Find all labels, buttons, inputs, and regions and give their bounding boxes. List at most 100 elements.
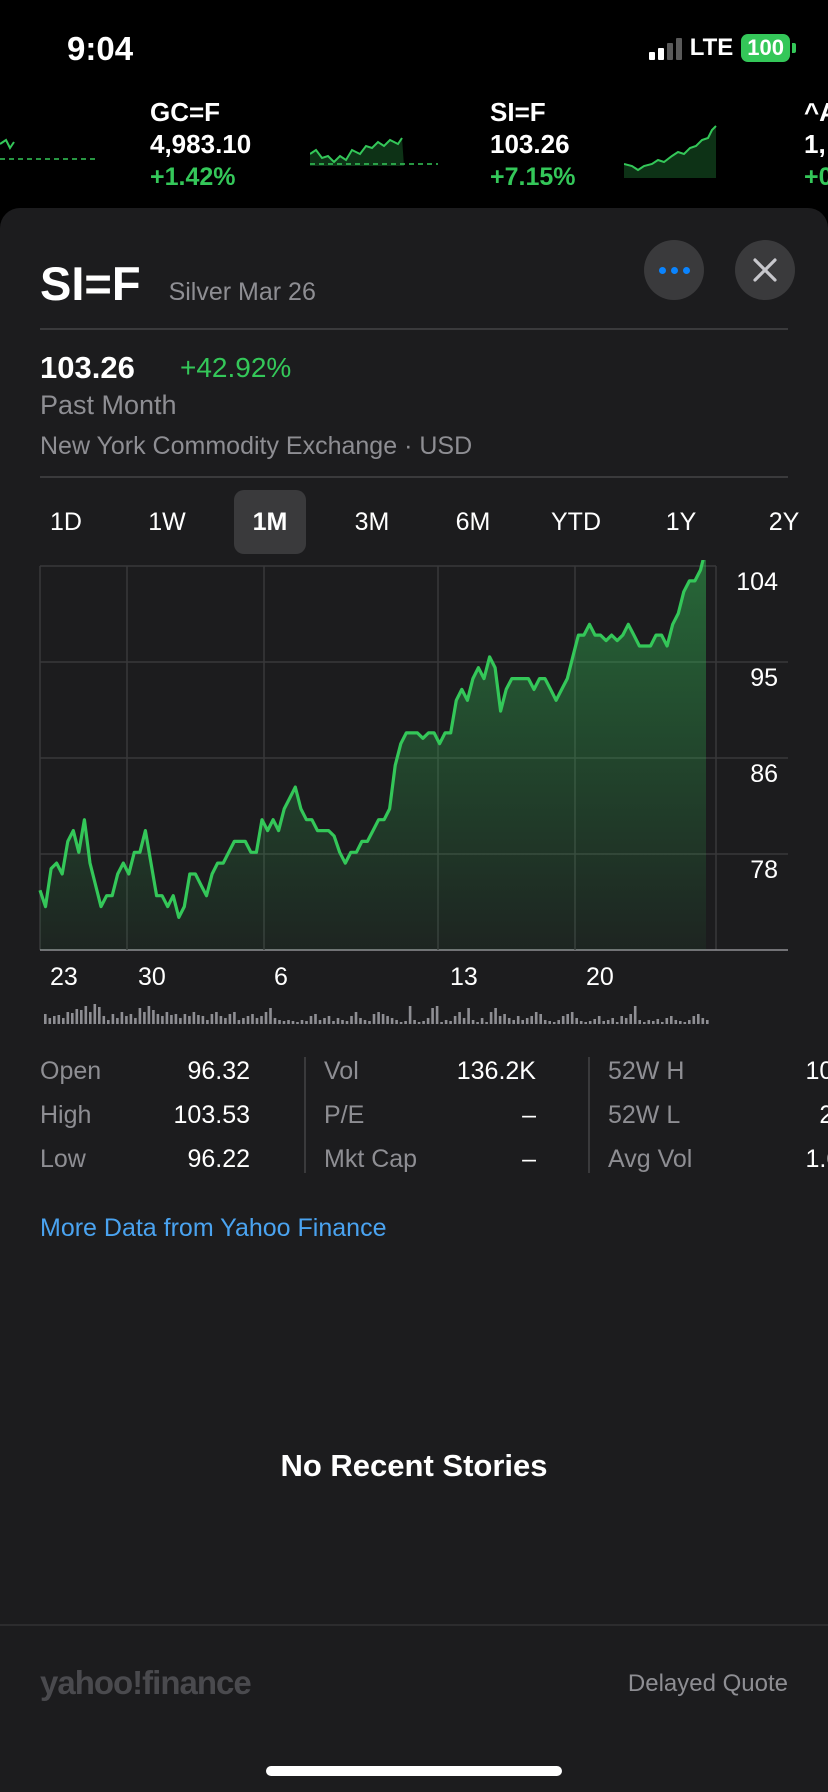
more-data-link[interactable]: More Data from Yahoo Finance	[40, 1214, 387, 1242]
volume-bar	[701, 1018, 705, 1024]
close-icon	[753, 258, 777, 282]
range-tab-ytd[interactable]: YTD	[551, 508, 601, 536]
volume-bar	[269, 1008, 272, 1024]
x-tick-label: 23	[50, 963, 78, 991]
range-tab-3m[interactable]: 3M	[354, 508, 390, 536]
volume-bar	[602, 1021, 605, 1024]
volume-bar	[395, 1020, 398, 1024]
ticker-change: +0	[804, 163, 828, 191]
ticker-item-gcf[interactable]: GC=F 4,983.10 +1.42%	[150, 96, 251, 194]
yahoo-finance-logo[interactable]: yahoo!finance	[40, 1664, 252, 1701]
ticker-change: +7.15%	[490, 163, 576, 191]
volume-bar	[305, 1021, 308, 1024]
volume-bar	[377, 1012, 380, 1024]
volume-bar	[534, 1012, 538, 1024]
volume-bar	[381, 1014, 385, 1024]
volume-bar	[318, 1020, 322, 1024]
x-tick-label: 13	[450, 963, 478, 991]
stat-value: 136.2K	[456, 1057, 536, 1085]
volume-bar	[588, 1021, 592, 1024]
range-tab-6m[interactable]: 6M	[455, 508, 491, 536]
ticker-price: 103.26	[490, 129, 570, 159]
volume-bar	[363, 1020, 367, 1024]
volume-bar	[597, 1016, 601, 1024]
volume-bar	[255, 1018, 259, 1024]
volume-bar	[390, 1018, 394, 1024]
volume-bar	[44, 1014, 47, 1024]
stat-value: 96.32	[187, 1057, 250, 1085]
volume-bar	[498, 1016, 502, 1024]
stat-value: –	[522, 1101, 536, 1129]
volume-bar	[170, 1015, 173, 1024]
x-tick-label: 20	[586, 963, 614, 991]
volume-bar	[575, 1018, 578, 1024]
volume-bar	[557, 1020, 560, 1024]
volume-bar	[512, 1020, 515, 1024]
home-indicator[interactable]	[266, 1766, 562, 1776]
volume-bar	[332, 1021, 335, 1024]
volume-bar	[638, 1020, 641, 1024]
range-tab-1d[interactable]: 1D	[50, 508, 82, 536]
stat-row: P/E –	[324, 1097, 536, 1141]
network-label: LTE	[689, 34, 734, 61]
volume-bar	[84, 1006, 88, 1024]
volume-bar	[129, 1014, 133, 1024]
volume-bar	[138, 1008, 142, 1024]
y-tick-label: 95	[750, 664, 778, 692]
volume-bar	[143, 1012, 146, 1024]
ticker-strip[interactable]: GC=F 4,983.10 +1.42% SI=F 103.26 +7.15% …	[0, 96, 828, 206]
stat-row: High 103.53	[40, 1097, 250, 1141]
volume-bar	[273, 1018, 277, 1024]
volume-bar	[102, 1016, 106, 1024]
x-tick-label: 6	[274, 963, 288, 991]
stat-row: Vol 136.2K	[324, 1053, 536, 1097]
volume-bar	[246, 1016, 250, 1024]
volume-bar	[192, 1012, 196, 1024]
volume-bar	[422, 1021, 425, 1024]
exchange-label: New York Commodity Exchange · USD	[40, 432, 473, 460]
volume-bar	[62, 1018, 65, 1024]
ticker-item-partial[interactable]: ^A 1, +0	[804, 96, 828, 194]
y-tick-label: 104	[736, 568, 778, 596]
volume-bar	[453, 1016, 457, 1024]
volume-bar	[345, 1021, 349, 1024]
ticker-item-sif[interactable]: SI=F 103.26 +7.15%	[490, 96, 576, 194]
ticker-price: 1,	[804, 129, 826, 159]
volume-bar	[615, 1022, 619, 1024]
range-tab-1m[interactable]: 1M	[234, 490, 306, 554]
range-tab-2y[interactable]: 2Y	[768, 508, 800, 536]
volume-bar	[282, 1021, 286, 1024]
volume-bar	[561, 1016, 565, 1024]
more-button[interactable]	[644, 240, 704, 300]
volume-bar	[584, 1022, 587, 1024]
close-button[interactable]	[735, 240, 795, 300]
volume-bar	[183, 1014, 187, 1024]
volume-bar	[399, 1022, 403, 1024]
ticker-sparkline-gcf	[310, 137, 438, 166]
volume-bar	[480, 1018, 484, 1024]
volume-bar	[71, 1013, 74, 1024]
volume-bar	[179, 1018, 182, 1024]
volume-bar	[543, 1020, 547, 1024]
stats-column-1: Open 96.32 High 103.53 Low 96.22	[40, 1053, 250, 1185]
volume-bar	[485, 1022, 488, 1024]
stats-separator	[588, 1057, 590, 1173]
battery-icon: 100	[741, 34, 796, 62]
stat-value: 28.3	[819, 1101, 828, 1129]
volume-bar	[327, 1016, 331, 1024]
price-chart[interactable]: 104 95 86 78 23 30 6 13 20	[0, 560, 828, 1050]
volume-bar	[643, 1022, 646, 1024]
volume-bar	[116, 1018, 119, 1024]
volume-bar	[665, 1018, 669, 1024]
volume-bar	[386, 1016, 389, 1024]
volume-bar	[431, 1008, 434, 1024]
volume-bar	[98, 1007, 101, 1024]
volume-bar	[206, 1020, 209, 1024]
volume-bar	[372, 1014, 376, 1024]
stats-column-3: 52W H 103.5 52W L 28.3 Avg Vol 1.654	[608, 1053, 828, 1185]
stat-label: Avg Vol	[608, 1145, 693, 1173]
delayed-quote-label: Delayed Quote	[627, 1670, 788, 1697]
range-tab-1y[interactable]: 1Y	[665, 508, 697, 536]
chart-area-fill	[40, 560, 706, 950]
range-tab-1w[interactable]: 1W	[148, 508, 186, 536]
